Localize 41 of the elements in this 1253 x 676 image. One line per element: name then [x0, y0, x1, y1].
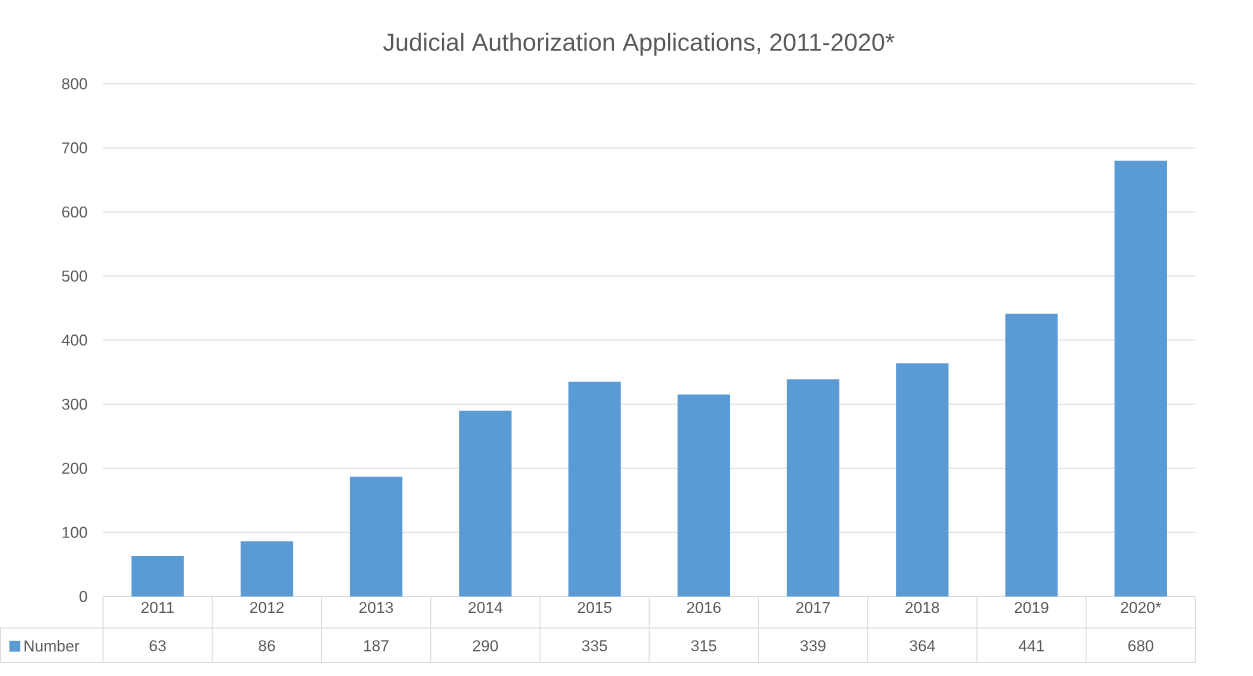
x-tick-label: 2018	[905, 601, 940, 613]
data-label: 63	[149, 640, 166, 652]
data-label: 339	[800, 640, 826, 652]
y-tick-label: 100	[62, 526, 88, 538]
data-label: 680	[1128, 640, 1154, 652]
data-label: 315	[691, 640, 717, 652]
bar	[677, 394, 731, 597]
y-tick-label: 300	[62, 398, 88, 410]
y-tick-label: 400	[61, 334, 88, 346]
y-tick-label: 500	[62, 270, 88, 282]
data-label: 364	[909, 640, 935, 652]
x-tick-label: 2020*	[1120, 601, 1162, 613]
data-label: 187	[364, 640, 389, 652]
x-tick-label: 2019	[1014, 601, 1049, 613]
bar	[568, 381, 621, 597]
y-tick-label: 200	[62, 462, 88, 474]
data-label: 335	[582, 640, 608, 652]
bar	[459, 410, 512, 597]
bar	[240, 541, 294, 597]
data-label: 290	[472, 640, 498, 652]
bar	[131, 555, 184, 597]
y-tick-label: 800	[62, 78, 88, 90]
y-tick-label: 600	[62, 206, 88, 218]
x-tick-label: 2016	[687, 601, 721, 613]
bar	[1005, 313, 1058, 597]
legend-label: Number	[24, 639, 80, 652]
y-tick-label: 700	[62, 142, 88, 154]
x-tick-label: 2012	[250, 601, 284, 613]
x-tick-label: 2011	[141, 601, 174, 613]
x-tick-label: 2013	[359, 601, 393, 613]
x-tick-label: 2017	[796, 601, 830, 613]
chart-title: Judicial Authorization Applications, 2011-2020*	[383, 32, 895, 56]
bar	[896, 363, 949, 597]
x-tick-label: 2015	[577, 601, 612, 613]
bar	[1114, 160, 1167, 597]
bar	[349, 476, 403, 597]
x-tick-label: 2014	[468, 601, 503, 613]
bar	[786, 379, 840, 597]
data-label: 86	[258, 640, 275, 652]
y-tick-label: 0	[79, 590, 88, 602]
data-label: 441	[1018, 640, 1044, 652]
